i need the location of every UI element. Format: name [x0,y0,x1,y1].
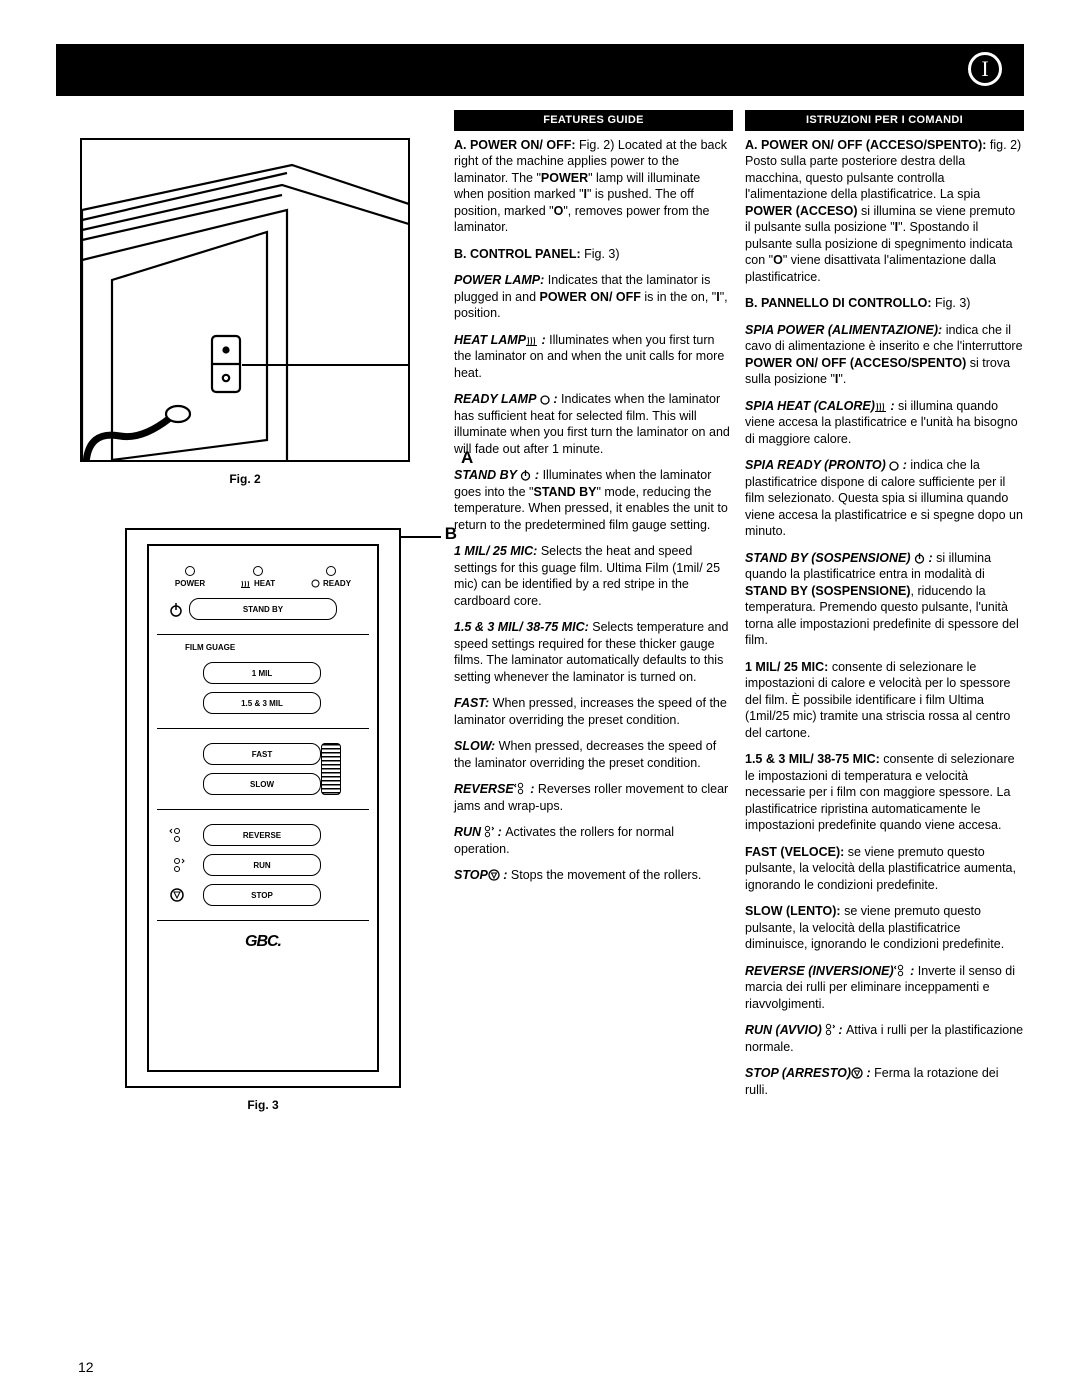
c2-power: A. POWER ON/ OFF (ACCESO/SPENTO): fig. 2… [745,137,1024,286]
figure-2-art [82,140,410,462]
heat-icon [241,579,251,588]
c2-reverse: REVERSE (INVERSIONE) : Inverte il senso … [745,963,1024,1013]
standby-group: STAND BY [189,598,337,628]
heat-lamp: HEAT [241,566,275,588]
figure-2-caption: Fig. 2 [80,472,410,486]
c1-readylamp: READY LAMP : Indicates when the laminato… [454,391,733,457]
c2-ctrl: B. PANNELLO DI CONTROLLO: Fig. 3) [745,295,1024,312]
power-lamp-label: POWER [175,579,205,588]
speed-group: FAST SLOW [189,743,337,803]
figure-2-box [80,138,410,462]
figure-3-box: B POWER HEAT READY STAND BY [125,528,401,1088]
c2-powerlamp: SPIA POWER (ALIMENTAZIONE): indica che i… [745,322,1024,388]
page: I [0,0,1080,1397]
speed-track-icon [321,743,341,795]
lamp-row: POWER HEAT READY [157,566,369,588]
run-button[interactable]: RUN [203,854,321,876]
c2-slow: SLOW (LENTO): se viene premuto questo pu… [745,903,1024,953]
c2-1mil: 1 MIL/ 25 MIC: consente di selezionare l… [745,659,1024,742]
heat-lamp-label: HEAT [254,579,275,588]
ready-lamp-label: READY [323,579,351,588]
run-icon [822,1022,835,1039]
callout-A: A [461,448,473,468]
ready-icon [540,391,550,408]
film-guage-title: FILM GUAGE [185,643,235,652]
c1-153mil: 1.5 & 3 MIL/ 38-75 MIC: Selects temperat… [454,619,733,685]
reverse-icon [894,963,907,980]
language-badge: I [968,52,1002,86]
heat-icon [526,332,538,349]
divider-3 [157,809,369,810]
heat-icon [875,398,887,415]
1mil-button[interactable]: 1 MIL [203,662,321,684]
c1-reverse: REVERSE : Reverses roller movement to cl… [454,781,733,814]
c1-fast: FAST: When pressed, increases the speed … [454,695,733,728]
page-number: 12 [78,1359,94,1375]
ready-icon [311,579,320,588]
gauge-group: 1 MIL 1.5 & 3 MIL [189,662,337,722]
panel-outer: POWER HEAT READY STAND BY FILM GUAGE [125,528,401,1088]
figures-column: A Fig. 2 B POWER HEAT READY [56,108,436,1377]
c2-readylamp: SPIA READY (PRONTO) : indica che la plas… [745,457,1024,540]
c2-stop: STOP (ARRESTO) : Ferma la rotazione dei … [745,1065,1024,1098]
stop-icon [488,867,500,884]
motion-group: REVERSE RUN STOP [189,824,337,914]
content-columns: A Fig. 2 B POWER HEAT READY [56,108,1024,1377]
ready-icon [889,457,899,474]
c2-fast: FAST (VELOCE): se viene premuto questo p… [745,844,1024,894]
c1-slow: SLOW: When pressed, decreases the speed … [454,738,733,771]
callout-B: B [445,524,457,544]
slow-button[interactable]: SLOW [203,773,321,795]
stop-button[interactable]: STOP [203,884,321,906]
divider-4 [157,920,369,921]
stop-icon [169,887,185,903]
c1-powerlamp: POWER LAMP: Indicates that the laminator… [454,272,733,322]
c2-standby: STAND BY (SOSPENSIONE) : si illumina qua… [745,550,1024,649]
fast-button[interactable]: FAST [203,743,321,765]
features-guide-column: FEATURES GUIDE A. POWER ON/ OFF: Fig. 2)… [454,110,733,1377]
c1-standby: STAND BY : Illuminates when the laminato… [454,467,733,533]
features-guide-header: FEATURES GUIDE [454,110,733,131]
reverse-button[interactable]: REVERSE [203,824,321,846]
istruzioni-column: ISTRUZIONI PER I COMANDI A. POWER ON/ OF… [745,110,1024,1377]
ready-lamp: READY [311,566,351,588]
top-black-bar [56,44,1024,96]
standby-icon [520,467,531,484]
standby-icon [169,602,183,620]
153mil-button[interactable]: 1.5 & 3 MIL [203,692,321,714]
c1-power: A. POWER ON/ OFF: Fig. 2) Located at the… [454,137,733,236]
gbc-logo: GBC. [245,933,281,951]
c1-1mil: 1 MIL/ 25 MIC: Selects the heat and spee… [454,543,733,609]
text-columns: FEATURES GUIDE A. POWER ON/ OFF: Fig. 2)… [454,108,1024,1377]
c1-heatlamp: HEAT LAMP : Illuminates when you first t… [454,332,733,382]
c1-run: RUN : Activates the rollers for normal o… [454,824,733,857]
c1-stop: STOP : Stops the movement of the rollers… [454,867,733,884]
callout-line-A [242,364,410,366]
run-icon [169,857,185,873]
stop-icon [851,1065,863,1082]
power-lamp: POWER [175,566,205,588]
standby-button[interactable]: STAND BY [189,598,337,620]
divider-1 [157,634,369,635]
istruzioni-header: ISTRUZIONI PER I COMANDI [745,110,1024,131]
c1-ctrl: B. CONTROL PANEL: Fig. 3) [454,246,733,263]
c2-153mil: 1.5 & 3 MIL/ 38-75 MIC: consente di sele… [745,751,1024,834]
reverse-icon [514,781,527,798]
run-icon [481,824,494,841]
divider-2 [157,728,369,729]
control-panel: POWER HEAT READY STAND BY FILM GUAGE [147,544,379,1072]
c2-heatlamp: SPIA HEAT (CALORE) : si illumina quando … [745,398,1024,448]
standby-icon [914,550,925,567]
figure-3: B POWER HEAT READY STAND BY [80,528,436,1112]
figure-3-caption: Fig. 3 [125,1098,401,1112]
reverse-icon [169,827,185,843]
figure-2: A Fig. 2 [80,138,436,486]
c2-run: RUN (AVVIO) : Attiva i rulli per la plas… [745,1022,1024,1055]
